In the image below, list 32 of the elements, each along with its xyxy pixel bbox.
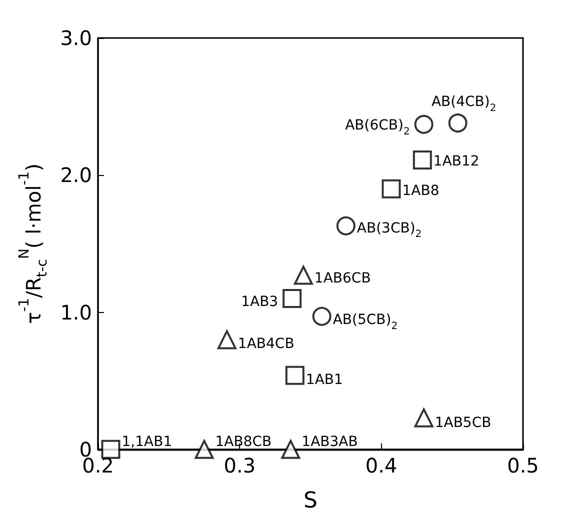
x-tick-label: 0.4 [365,453,398,478]
annotation: 1AB6CB [314,270,371,286]
point [414,114,434,134]
point [448,114,468,133]
point [281,440,300,459]
y-tick-label: 3.0 [60,26,92,50]
y-tick-label: 2.0 [60,163,92,188]
point [414,408,434,428]
point [285,366,304,385]
annotation: 1AB1 [306,372,343,388]
annotation: 1AB3AB [302,434,358,450]
annotation: 1AB5CB [434,415,492,432]
annotation: 1AB3 [241,294,278,310]
annotation: 1,1AB1 [122,434,172,450]
annotation: 1AB12 [433,154,480,170]
point [194,440,214,459]
annotation: 1AB4CB [238,336,294,352]
point [336,216,356,236]
point [294,266,313,285]
y-tick-label: 1.0 [60,300,92,324]
annotation: 1AB8CB [215,434,272,450]
x-axis-title: S [304,488,318,514]
annotation: 1AB8 [402,182,440,199]
point [382,179,401,198]
point [312,306,332,326]
point [217,330,236,350]
x-tick-label: 0.5 [507,453,539,478]
x-tick-label: 0.3 [224,453,256,478]
point [282,289,302,308]
point [101,440,120,459]
point [412,150,432,170]
y-axis-title: τ-1/Rt-cN( l·mol-1) [16,163,50,324]
